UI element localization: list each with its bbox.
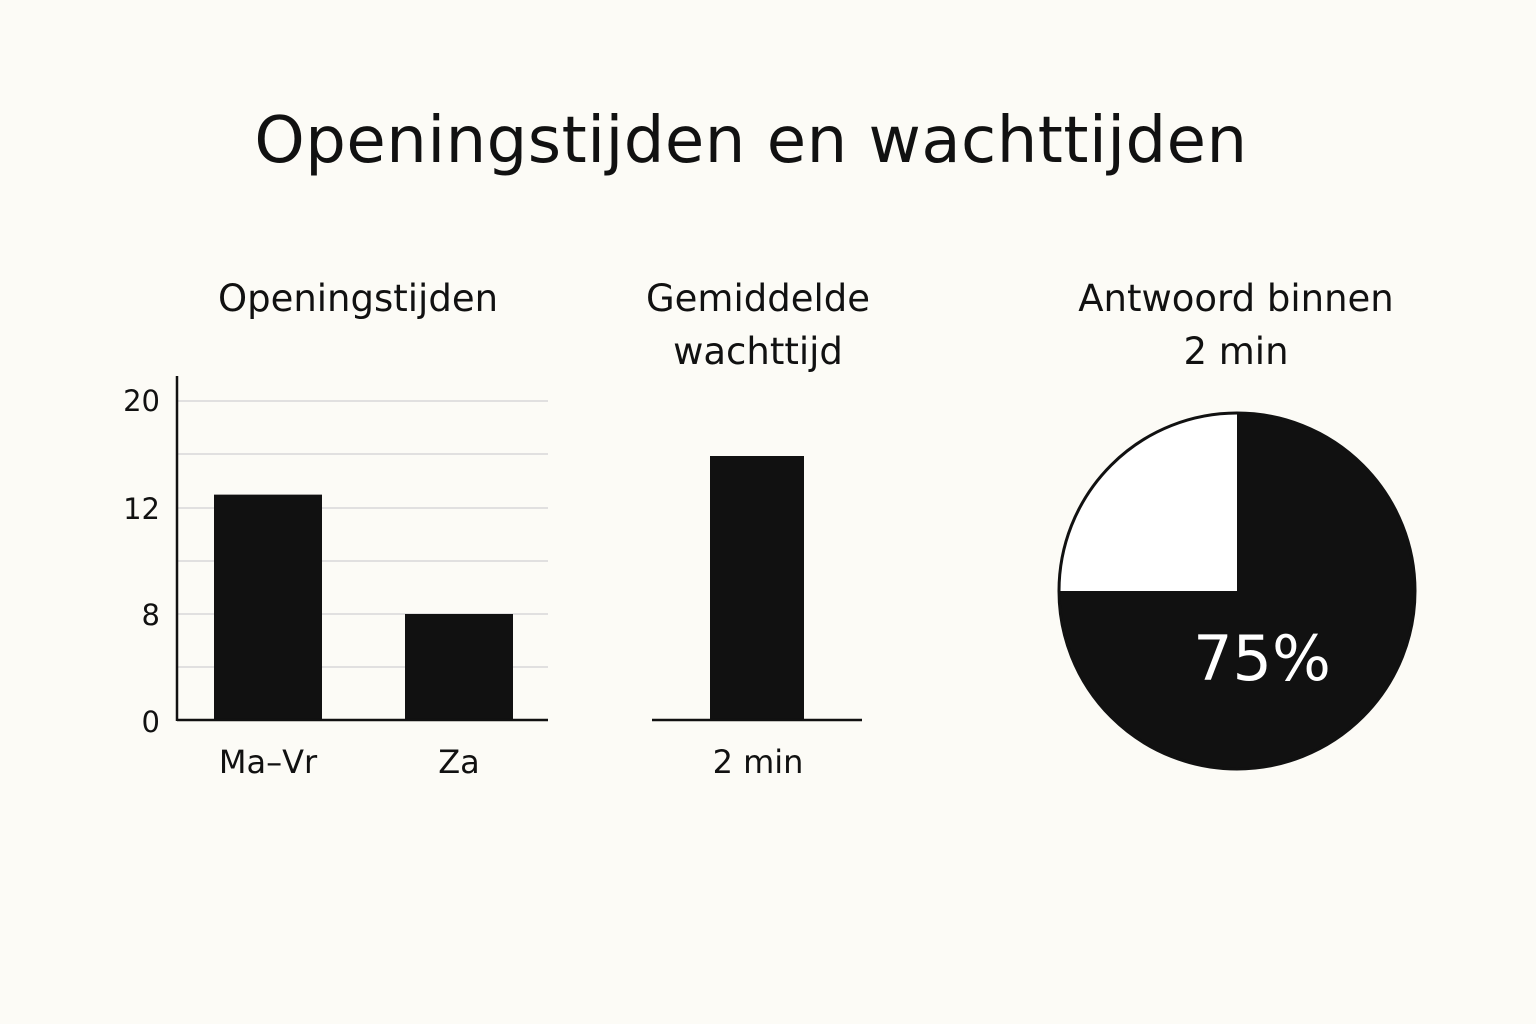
wait-time-chart-title: Gemiddelde wachttijd bbox=[558, 272, 958, 378]
wait-time-title-line-2: wachttijd bbox=[673, 330, 843, 373]
wait-time-chart: 2 min bbox=[652, 456, 862, 781]
answer-rate-title-line-1: Antwoord binnen bbox=[1078, 277, 1394, 320]
opening-hours-chart: 20 12 8 0 Ma–Vr Za bbox=[123, 376, 548, 781]
bar-za bbox=[405, 614, 513, 720]
bar-wait-time bbox=[710, 456, 804, 720]
bar-ma-vr bbox=[214, 494, 322, 720]
y-tick-8: 8 bbox=[142, 598, 160, 632]
category-label-za: Za bbox=[438, 743, 480, 781]
page-title: Openingstijden en wachttijden bbox=[254, 104, 1248, 178]
answer-rate-chart-title: Antwoord binnen 2 min bbox=[1036, 272, 1436, 378]
wait-time-title-line-1: Gemiddelde bbox=[645, 277, 871, 320]
category-label-2-min: 2 min bbox=[713, 743, 804, 781]
opening-hours-chart-title: Openingstijden bbox=[217, 277, 499, 320]
y-tick-20: 20 bbox=[123, 384, 160, 418]
answer-rate-title-line-2: 2 min bbox=[1183, 330, 1289, 373]
pie-slice-not-answered bbox=[1059, 413, 1237, 591]
opening-hours-bars bbox=[214, 494, 513, 720]
y-tick-0: 0 bbox=[142, 705, 160, 739]
pie-outline bbox=[1057, 411, 1417, 771]
pie-percentage-label: 75% bbox=[1193, 622, 1331, 695]
category-label-ma-vr: Ma–Vr bbox=[219, 743, 318, 781]
answer-rate-pie: 75% bbox=[1057, 411, 1417, 771]
y-tick-12: 12 bbox=[123, 492, 160, 526]
